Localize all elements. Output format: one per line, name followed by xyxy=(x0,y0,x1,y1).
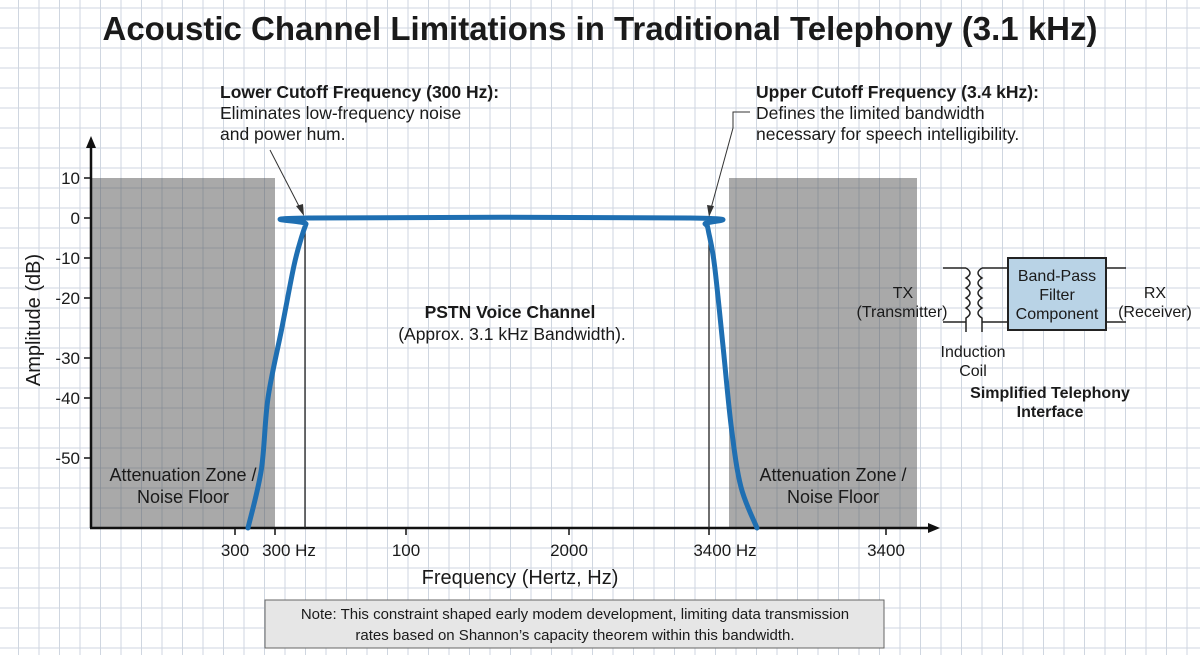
attenuation-zone-right xyxy=(729,178,917,528)
x-ticks: 300 300 Hz 100 2000 3400 Hz 3400 xyxy=(221,528,905,560)
y-tick-label: 10 xyxy=(61,169,80,188)
y-tick-label: 0 xyxy=(71,209,80,228)
upper-cutoff-line1: Defines the limited bandwidth xyxy=(756,103,985,123)
note-line2: rates based on Shannon’s capacity theore… xyxy=(355,627,794,644)
channel-heading: PSTN Voice Channel xyxy=(425,302,596,322)
upper-pointer-line xyxy=(709,111,750,213)
y-tick-label: -20 xyxy=(55,289,80,308)
y-axis-label: Amplitude (dB) xyxy=(23,254,45,386)
zone-left-line1: Attenuation Zone / xyxy=(109,465,256,485)
note-line1: Note: This constraint shaped early modem… xyxy=(301,606,849,623)
y-axis-arrow-icon xyxy=(86,136,96,148)
lower-cutoff-heading: Lower Cutoff Frequency (300 Hz): xyxy=(220,82,499,102)
lower-cutoff-line1: Eliminates low-frequency noise xyxy=(220,103,461,123)
zone-left-line2: Noise Floor xyxy=(137,487,229,507)
x-axis-arrow-icon xyxy=(928,523,940,533)
tx-label: TX xyxy=(893,285,914,302)
y-tick-label: -10 xyxy=(55,249,80,268)
filter-label-3: Component xyxy=(1016,306,1099,323)
telephony-interface: Band-Pass Filter Component TX (Transmitt… xyxy=(857,257,1192,421)
x-axis-label: Frequency (Hertz, Hz) xyxy=(422,567,619,589)
zone-right-line2: Noise Floor xyxy=(787,487,879,507)
coil-label-1: Induction xyxy=(941,344,1006,361)
y-tick-label: -40 xyxy=(55,389,80,408)
filter-label-1: Band-Pass xyxy=(1018,268,1096,285)
secondary-coil-icon xyxy=(977,267,984,332)
primary-coil-icon xyxy=(964,267,971,332)
filter-label-2: Filter xyxy=(1039,287,1075,304)
interface-caption-1: Simplified Telephony xyxy=(970,385,1130,402)
y-tick-label: -50 xyxy=(55,449,80,468)
lower-pointer-arrow-icon xyxy=(296,204,304,216)
filter-wires xyxy=(982,267,1126,323)
upper-pointer-arrow-icon xyxy=(707,205,714,217)
interface-caption-2: Interface xyxy=(1017,404,1084,421)
lower-cutoff-line2: and power hum. xyxy=(220,124,346,144)
x-tick-label: 3400 xyxy=(867,541,905,560)
tx-sublabel: (Transmitter) xyxy=(857,304,948,321)
coil-label-2: Coil xyxy=(959,363,987,380)
response-curve xyxy=(245,214,760,531)
band-pass-filter-box xyxy=(1007,257,1107,331)
x-tick-label: 100 xyxy=(392,541,420,560)
lower-pointer-line xyxy=(269,149,303,213)
zone-right-line1: Attenuation Zone / xyxy=(759,465,906,485)
rx-sublabel: (Receiver) xyxy=(1118,304,1192,321)
tx-wires xyxy=(943,267,966,323)
x-tick-label: 300 Hz xyxy=(262,541,316,560)
x-tick-label: 300 xyxy=(221,541,249,560)
rx-label: RX xyxy=(1144,285,1167,302)
note-box xyxy=(264,599,885,649)
x-tick-label: 3400 Hz xyxy=(693,541,756,560)
upper-cutoff-line2: necessary for speech intelligibility. xyxy=(756,124,1019,144)
zone-grid-overlay xyxy=(91,178,917,528)
y-tick-label: -30 xyxy=(55,349,80,368)
y-ticks: 10 0 -10 -20 -30 -40 -50 xyxy=(55,169,91,468)
chart-title: Acoustic Channel Limitations in Traditio… xyxy=(102,10,1097,47)
upper-cutoff-heading: Upper Cutoff Frequency (3.4 kHz): xyxy=(756,82,1039,102)
channel-subtitle: (Approx. 3.1 kHz Bandwidth). xyxy=(398,324,626,344)
x-tick-label: 2000 xyxy=(550,541,588,560)
